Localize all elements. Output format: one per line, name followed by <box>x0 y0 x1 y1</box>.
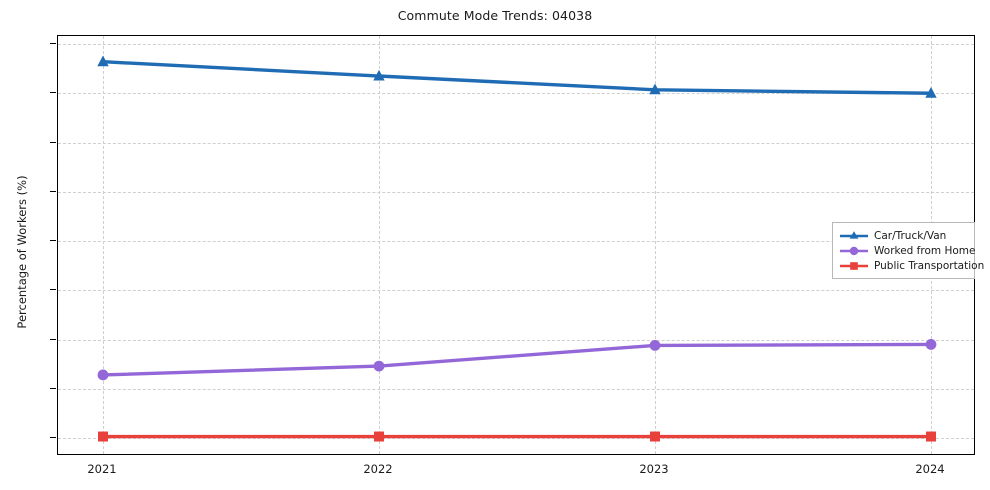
gridline-horizontal <box>58 339 974 341</box>
data-point-marker <box>649 340 661 351</box>
gridline-vertical <box>655 36 656 454</box>
chart-title: Commute Mode Trends: 04038 <box>397 8 593 23</box>
gridline-vertical <box>103 36 104 454</box>
legend-item: Public Transportation <box>839 258 984 273</box>
data-point-marker <box>926 431 936 442</box>
x-tick-label: 2024 <box>915 462 945 476</box>
y-tick-mark <box>50 240 56 241</box>
gridline-horizontal <box>58 142 974 144</box>
y-tick-mark <box>50 43 56 44</box>
x-tick-label: 2021 <box>87 462 117 476</box>
y-tick-mark <box>50 437 56 438</box>
gridline-horizontal <box>58 241 974 242</box>
data-point-marker <box>373 69 385 81</box>
y-tick-mark <box>50 190 56 192</box>
legend-item: Car/Truck/Van <box>839 228 967 243</box>
y-tick-mark <box>50 387 56 389</box>
gridline-horizontal <box>58 388 974 390</box>
legend-label: Worked from Home <box>874 244 976 257</box>
data-point-marker <box>97 369 109 381</box>
y-tick-mark <box>50 92 56 94</box>
series-lines <box>97 55 937 442</box>
data-series <box>98 431 936 442</box>
gridline-horizontal <box>58 438 974 439</box>
data-point-marker <box>649 83 661 95</box>
legend-marker-car-truck-van <box>840 230 868 239</box>
gridline-horizontal <box>58 290 974 292</box>
gridline-horizontal <box>58 93 974 95</box>
gridline-horizontal <box>58 191 974 193</box>
legend-marker-public-transportation <box>840 261 868 270</box>
y-tick-mark <box>50 338 56 340</box>
data-point-marker <box>925 339 937 350</box>
x-tick-label: 2023 <box>639 462 669 476</box>
gridline-horizontal <box>58 44 974 45</box>
legend-marker-worked-from-home <box>840 246 868 255</box>
data-series <box>97 339 937 381</box>
data-point-marker <box>373 360 385 372</box>
data-series <box>97 55 937 98</box>
x-tick-label: 2022 <box>363 462 393 476</box>
legend-item: Worked from Home <box>839 243 975 258</box>
legend-label: Public Transportation <box>874 259 985 272</box>
plot-area <box>57 35 975 455</box>
data-point-marker <box>925 87 937 98</box>
legend-label: Car/Truck/Van <box>874 229 947 242</box>
data-point-marker <box>650 431 660 442</box>
y-tick-mark <box>50 141 56 143</box>
data-point-marker <box>97 55 109 67</box>
data-point-marker <box>374 431 384 442</box>
chart-legend: Car/Truck/Van Worked from Home Public Tr… <box>832 222 984 279</box>
data-point-marker <box>98 431 108 442</box>
y-tick-mark <box>50 289 56 291</box>
gridline-vertical <box>379 36 380 454</box>
